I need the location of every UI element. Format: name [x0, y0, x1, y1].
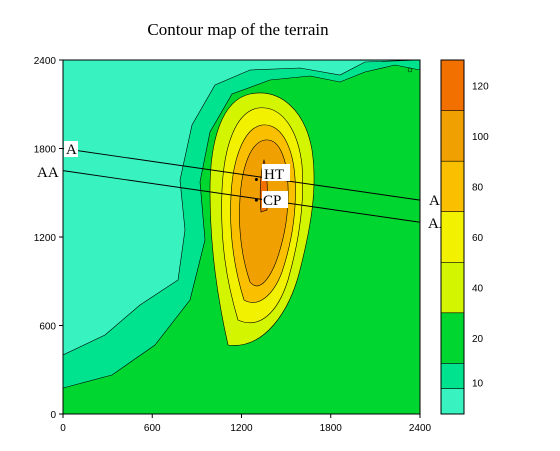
colorbar-band: [441, 262, 464, 313]
x-tick-label: 600: [144, 423, 161, 434]
label-A-right: A: [429, 193, 440, 209]
colorbar-band: [441, 110, 464, 162]
colorbar-band: [441, 60, 464, 111]
label-bg-CP: [262, 191, 288, 208]
x-tick-label: 0: [60, 423, 66, 434]
y-axis: 0 600 1200 1800 2400: [34, 56, 63, 421]
y-tick-label: 1800: [34, 145, 57, 156]
x-tick-label: 1200: [230, 423, 253, 434]
colorbar-band: [441, 161, 464, 212]
contour-band-10-20: [63, 60, 420, 389]
colorbar-band: [441, 388, 464, 414]
x-tick-label: 2400: [409, 423, 432, 434]
label-bg-A-left: [64, 141, 78, 157]
x-tick-label: 1800: [320, 423, 343, 434]
colorbar-band: [441, 211, 464, 263]
colorbar-label: 100: [472, 132, 489, 143]
profile-lines: [62, 148, 421, 223]
label-CP: CP: [263, 193, 281, 209]
colorbar-label: 80: [472, 182, 484, 193]
y-tick-label: 2400: [34, 56, 57, 67]
colorbar-label: 120: [472, 81, 489, 92]
label-bg-AA-left: [36, 164, 62, 180]
colorbar-label: 10: [472, 379, 484, 390]
y-tick-label: 600: [39, 322, 56, 333]
colorbar-band: [441, 363, 464, 389]
colorbar-label: 40: [472, 284, 484, 295]
colorbar-label: 60: [472, 233, 484, 244]
label-bg-HT: [262, 164, 290, 181]
colorbar: 10 20 40 60 80 100 120: [440, 59, 489, 415]
point-HT: [254, 177, 258, 181]
label-bg-A-right: [428, 192, 442, 208]
colorbar-band: [441, 312, 464, 364]
label-HT: HT: [264, 167, 284, 183]
y-tick-label: 0: [50, 410, 56, 421]
chart-title: Contour map of the terrain: [147, 20, 329, 39]
profile-line-AA: [62, 170, 421, 223]
colorbar-label: 20: [472, 334, 484, 345]
y-tick-label: 1200: [34, 233, 57, 244]
profile-line-A: [62, 148, 421, 201]
point-CP: [254, 198, 258, 202]
contour-small-feature: [407, 67, 413, 73]
label-A-left: A: [66, 142, 77, 158]
label-AA-left: AA: [37, 165, 59, 181]
x-axis: 0 600 1200 1800 2400: [60, 414, 432, 434]
colorbar-frame: [440, 59, 465, 415]
